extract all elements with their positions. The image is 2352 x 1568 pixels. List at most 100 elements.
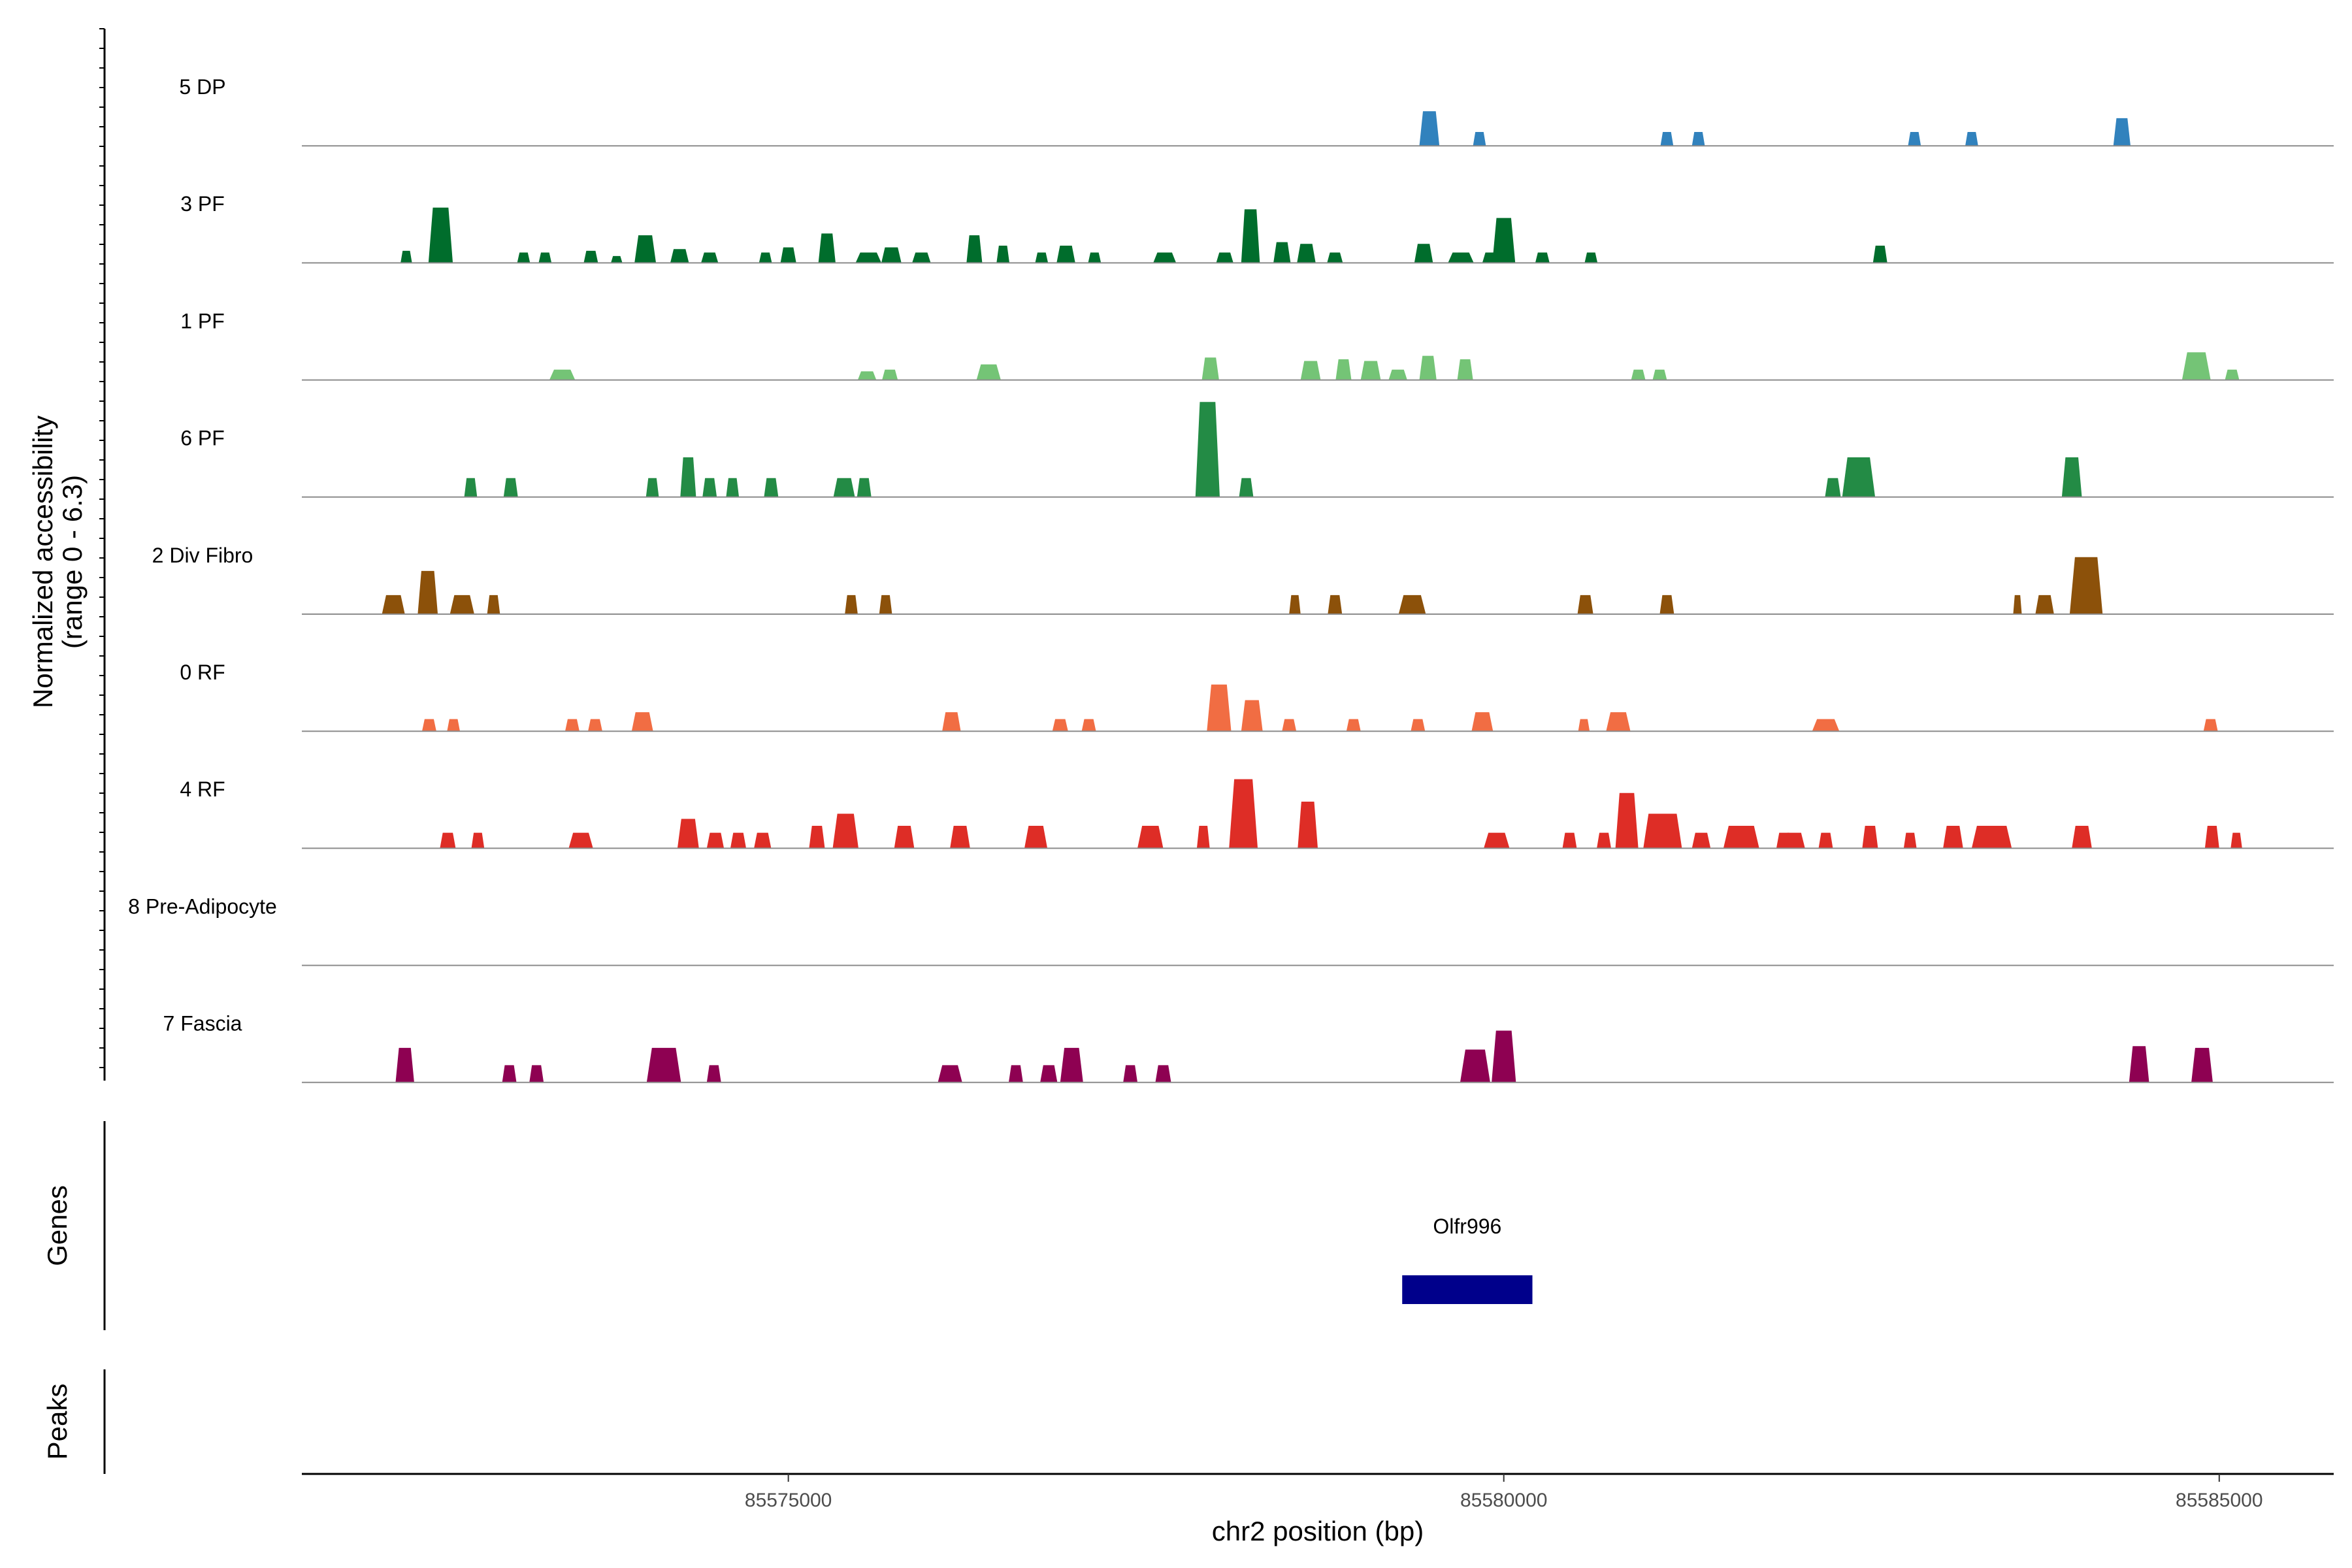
accessibility-peak [1492, 218, 1516, 263]
accessibility-peak [1971, 826, 2012, 849]
accessibility-peak [1419, 111, 1440, 146]
accessibility-peak [634, 235, 657, 263]
genes-panel-title: Genes [42, 1185, 73, 1266]
accessibility-peak [1081, 719, 1096, 732]
accessibility-peak [517, 252, 531, 263]
accessibility-peak [631, 712, 653, 732]
accessibility-peak [1783, 832, 1805, 849]
accessibility-peak [855, 252, 882, 263]
accessibility-peak [1328, 595, 1343, 614]
accessibility-peak [1562, 832, 1577, 849]
gene-label: Olfr996 [1433, 1215, 1501, 1238]
accessibility-peak [529, 1065, 544, 1083]
accessibility-peak [502, 1065, 517, 1083]
accessibility-peak [1300, 361, 1321, 380]
accessibility-peak [395, 1047, 414, 1083]
accessibility-peak [1297, 244, 1316, 263]
accessibility-peak [1965, 132, 1978, 146]
accessibility-peak [2072, 826, 2092, 849]
peaks-panel-title: Peaks [42, 1384, 73, 1460]
accessibility-peak [588, 719, 602, 732]
accessibility-peak [1643, 813, 1682, 849]
accessibility-peak [428, 207, 453, 263]
track-label: 4 RF [180, 777, 225, 801]
accessibility-peak [818, 233, 836, 263]
accessibility-peak [2069, 557, 2103, 614]
accessibility-peak [759, 252, 772, 263]
accessibility-peak [706, 832, 725, 849]
track-8-pre-adipocyte: 8 Pre-Adipocyte [128, 894, 2334, 966]
track-label: 7 Fascia [163, 1012, 242, 1036]
accessibility-peak [882, 369, 898, 380]
genes-track: Olfr996 [1402, 1215, 1533, 1304]
accessibility-peak [942, 712, 961, 732]
accessibility-peak [447, 719, 461, 732]
accessibility-peak [1659, 595, 1674, 614]
accessibility-peak [1360, 361, 1381, 380]
accessibility-tracks: 5 DP 3 PF 1 PF 6 PF 2 Div Fibro 0 RF 4 RF 8 Pre… [128, 75, 2334, 1083]
track-label: 2 Div Fibro [152, 544, 253, 567]
accessibility-peak [833, 478, 855, 497]
x-axis-ticks: 85575000 85580000 85585000 [745, 1474, 2263, 1511]
accessibility-peak [2035, 595, 2054, 614]
accessibility-peak [1327, 252, 1343, 263]
track-6-pf: 6 PF [180, 402, 2334, 498]
accessibility-peak [832, 813, 858, 849]
accessibility-peak [966, 235, 983, 263]
accessibility-peak [1241, 700, 1263, 732]
accessibility-peak [857, 478, 872, 497]
accessibility-peak [1460, 1049, 1490, 1083]
accessibility-peak [1335, 359, 1352, 380]
accessibility-peak [1492, 1030, 1516, 1083]
accessibility-peak [646, 1047, 681, 1083]
accessibility-peak [1652, 369, 1667, 380]
accessibility-peak [1155, 1065, 1171, 1083]
accessibility-peak [645, 478, 659, 497]
accessibility-peak [1457, 359, 1473, 380]
accessibility-peak [400, 250, 412, 263]
accessibility-peak [701, 252, 719, 263]
accessibility-peak [1419, 355, 1437, 380]
accessibility-peak [421, 719, 436, 732]
accessibility-peak [1484, 832, 1510, 849]
accessibility-peak [670, 249, 689, 263]
track-label: 8 Pre-Adipocyte [128, 894, 277, 918]
gene-body [1402, 1275, 1533, 1304]
accessibility-peak [1056, 245, 1075, 263]
accessibility-peak [417, 570, 438, 614]
accessibility-peak [568, 832, 593, 849]
accessibility-peak [1903, 832, 1917, 849]
x-tick-label: 85580000 [1460, 1490, 1547, 1511]
accessibility-peak [1660, 132, 1674, 146]
accessibility-peak [1153, 252, 1177, 263]
accessibility-peak [1414, 244, 1433, 263]
accessibility-peak [1723, 826, 1759, 849]
track-1-pf: 1 PF [180, 309, 2334, 381]
track-3-pf: 3 PF [180, 192, 2334, 264]
track-label: 1 PF [180, 309, 225, 333]
accessibility-peak [549, 369, 576, 380]
accessibility-peak [706, 1065, 721, 1083]
accessibility-peak [1691, 132, 1705, 146]
accessibility-peak [845, 595, 858, 614]
accessibility-y-ticks [99, 28, 105, 1068]
accessibility-peak [677, 819, 699, 849]
accessibility-peak [912, 252, 931, 263]
accessibility-peak [1577, 595, 1593, 614]
accessibility-peak [1872, 245, 1887, 263]
accessibility-peak [2225, 369, 2240, 380]
accessibility-peak [471, 832, 485, 849]
accessibility-peak [583, 250, 598, 263]
accessibility-peak [1471, 712, 1494, 732]
accessibility-peak [1088, 252, 1102, 263]
accessibility-peak [1216, 252, 1233, 263]
accessibility-peak [1229, 779, 1258, 849]
accessibility-peak [440, 832, 456, 849]
accessibility-peak [754, 832, 772, 849]
accessibility-peak [764, 478, 779, 497]
accessibility-peak [1388, 369, 1407, 380]
accessibility-peak [1196, 826, 1210, 849]
accessibility-peak [564, 719, 580, 732]
